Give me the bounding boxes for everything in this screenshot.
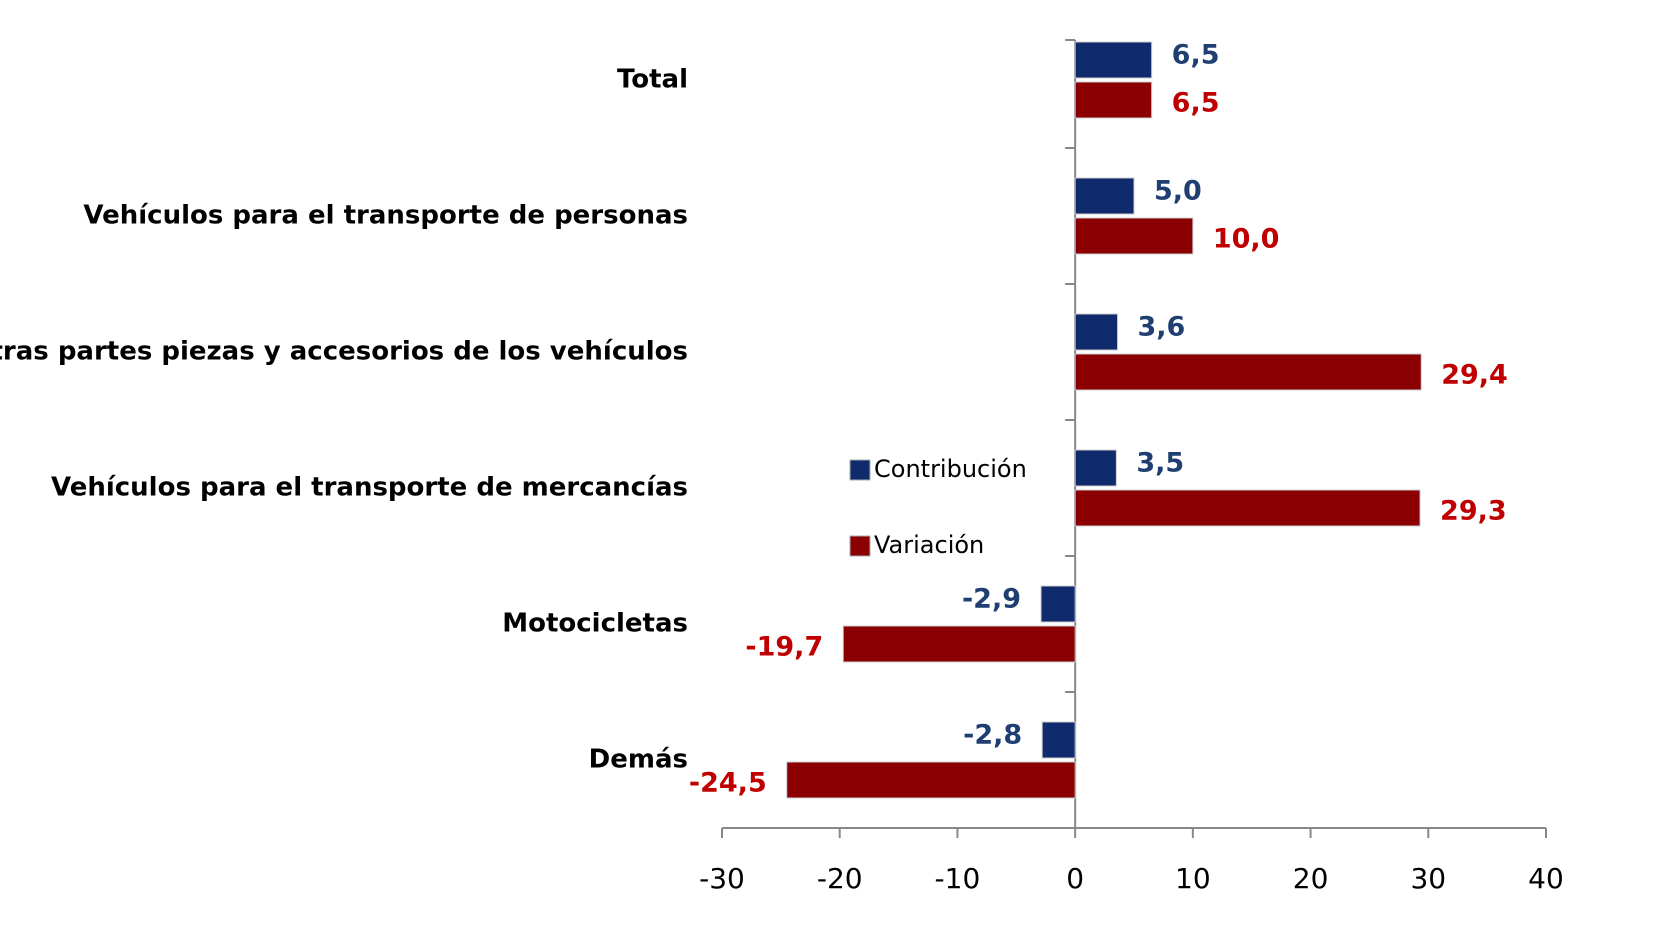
x-tick-label: -30 xyxy=(699,862,745,895)
x-tick-label: 30 xyxy=(1410,862,1446,895)
value-label: 10,0 xyxy=(1213,224,1280,255)
category-label: Demás xyxy=(589,745,688,775)
legend-label: Contribución xyxy=(874,455,1027,483)
value-label: 3,6 xyxy=(1138,312,1186,343)
bar xyxy=(1040,585,1076,623)
x-tick-label: -10 xyxy=(935,862,981,895)
value-label: -24,5 xyxy=(689,768,767,799)
bar xyxy=(1074,489,1421,527)
bar xyxy=(842,625,1076,663)
bar xyxy=(1074,81,1153,119)
x-tick-label: 0 xyxy=(1066,862,1084,895)
value-label: 3,5 xyxy=(1136,448,1184,479)
legend-label: Variación xyxy=(874,531,984,559)
x-tick-label: 10 xyxy=(1175,862,1211,895)
x-tick-label: 20 xyxy=(1293,862,1329,895)
value-label: -2,9 xyxy=(962,584,1021,615)
bar xyxy=(1074,313,1119,351)
bar xyxy=(1074,41,1153,79)
bar xyxy=(1074,177,1135,215)
category-label: Vehículos para el transporte de mercancí… xyxy=(51,473,688,503)
bar xyxy=(1041,721,1076,759)
bar xyxy=(1074,217,1194,255)
value-label: -2,8 xyxy=(963,720,1022,751)
x-tick-label: -20 xyxy=(817,862,863,895)
category-label: Motocicletas xyxy=(502,609,688,639)
bar xyxy=(786,761,1076,799)
value-label: 29,4 xyxy=(1441,360,1508,391)
value-label: 5,0 xyxy=(1154,176,1202,207)
category-label: Otras partes piezas y accesorios de los … xyxy=(0,337,688,367)
x-tick-label: 40 xyxy=(1528,862,1564,895)
bar xyxy=(1074,353,1422,391)
value-label: 6,5 xyxy=(1172,40,1220,71)
value-label: 6,5 xyxy=(1172,88,1220,119)
value-label: -19,7 xyxy=(745,632,823,663)
category-label: Vehículos para el transporte de personas xyxy=(83,201,688,231)
value-label: 29,3 xyxy=(1440,496,1507,527)
legend-swatch xyxy=(849,459,871,481)
legend-swatch xyxy=(849,535,871,557)
bar xyxy=(1074,449,1117,487)
category-label: Total xyxy=(617,65,688,95)
